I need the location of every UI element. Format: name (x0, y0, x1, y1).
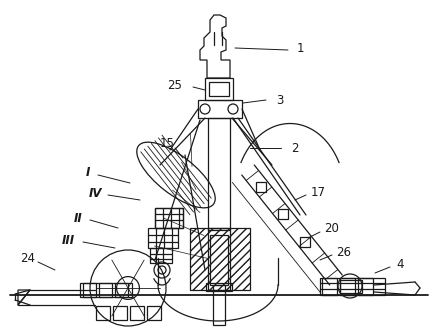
Bar (205, 78, 233, 100)
Text: 3: 3 (276, 93, 284, 107)
Bar (300, 237, 310, 247)
Bar (340, 278, 355, 295)
Bar (115, 283, 128, 297)
Bar (198, 100, 242, 118)
Text: 2: 2 (291, 141, 299, 154)
Bar (83, 283, 96, 297)
Bar (256, 182, 266, 192)
Bar (278, 209, 288, 219)
Text: 15: 15 (159, 136, 174, 149)
Bar (80, 283, 132, 297)
Bar (208, 118, 230, 230)
Bar (113, 306, 127, 320)
Text: 20: 20 (325, 221, 339, 234)
Text: 24: 24 (21, 252, 35, 265)
Bar (147, 306, 161, 320)
Bar (320, 278, 385, 295)
Text: 17: 17 (311, 186, 325, 199)
Text: 26: 26 (336, 246, 352, 259)
Bar (99, 283, 112, 297)
Bar (155, 208, 183, 228)
Bar (206, 283, 232, 291)
Bar (208, 228, 230, 290)
Text: I: I (86, 165, 90, 179)
Bar (322, 278, 337, 295)
Bar (358, 278, 373, 295)
Text: III: III (61, 233, 74, 247)
Bar (213, 285, 225, 325)
Text: 4: 4 (396, 259, 404, 271)
Circle shape (117, 277, 139, 299)
Bar (340, 280, 362, 293)
Bar (130, 306, 144, 320)
Bar (96, 306, 110, 320)
Text: IV: IV (88, 187, 102, 200)
Bar (209, 82, 229, 96)
Text: 25: 25 (168, 78, 183, 91)
Text: 1: 1 (296, 42, 304, 55)
Text: II: II (74, 211, 82, 224)
Bar (190, 228, 250, 290)
Bar (210, 235, 228, 285)
